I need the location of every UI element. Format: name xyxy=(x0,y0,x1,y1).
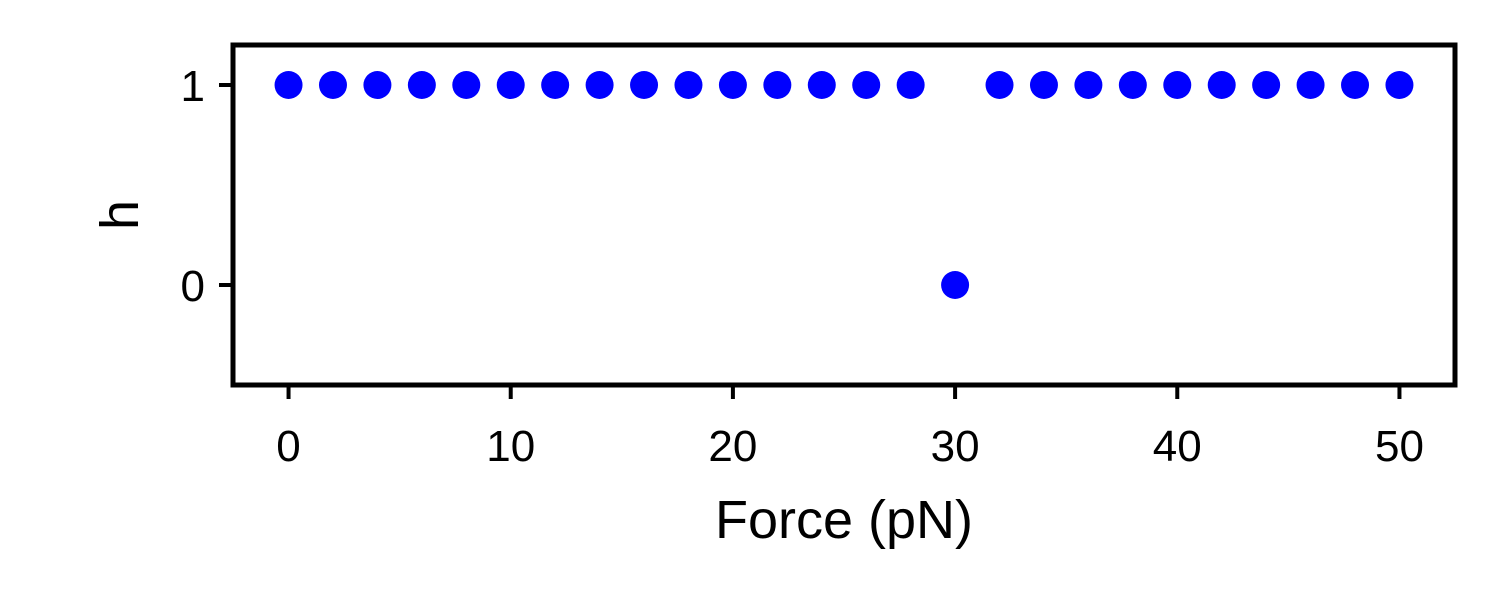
data-point xyxy=(1341,71,1370,99)
data-point xyxy=(496,71,525,99)
data-point xyxy=(274,71,303,99)
data-points xyxy=(274,71,1414,299)
data-point xyxy=(585,71,614,99)
data-point xyxy=(541,71,570,99)
plot-area-frame xyxy=(230,42,1458,388)
data-point xyxy=(1118,71,1147,99)
data-point xyxy=(1385,71,1414,99)
data-point xyxy=(630,71,659,99)
data-point xyxy=(1029,71,1058,99)
data-point xyxy=(674,71,703,99)
x-tick-label: 20 xyxy=(708,422,757,471)
data-point xyxy=(718,71,747,99)
data-point xyxy=(1207,71,1236,99)
data-point xyxy=(1296,71,1325,99)
data-point xyxy=(318,71,347,99)
x-axis: 0 10 20 30 40 50 xyxy=(276,385,1424,471)
data-point xyxy=(407,71,436,99)
data-point xyxy=(363,71,392,99)
y-tick-label: 1 xyxy=(181,62,205,111)
x-tick-label: 0 xyxy=(276,422,300,471)
data-point xyxy=(1252,71,1281,99)
y-tick-label: 0 xyxy=(181,262,205,311)
data-point xyxy=(1074,71,1103,99)
data-point xyxy=(896,71,925,99)
data-point xyxy=(941,271,970,299)
x-axis-label: Force (pN) xyxy=(715,490,973,550)
data-point xyxy=(763,71,792,99)
y-axis: 01 xyxy=(181,62,233,311)
x-tick-label: 40 xyxy=(1153,422,1202,471)
data-point xyxy=(852,71,881,99)
x-tick-label: 10 xyxy=(486,422,535,471)
y-axis-label: h xyxy=(90,200,150,230)
x-tick-label: 50 xyxy=(1375,422,1424,471)
data-point xyxy=(985,71,1014,99)
data-point xyxy=(452,71,481,99)
x-tick-label: 30 xyxy=(931,422,980,471)
data-point xyxy=(807,71,836,99)
data-point xyxy=(1163,71,1192,99)
